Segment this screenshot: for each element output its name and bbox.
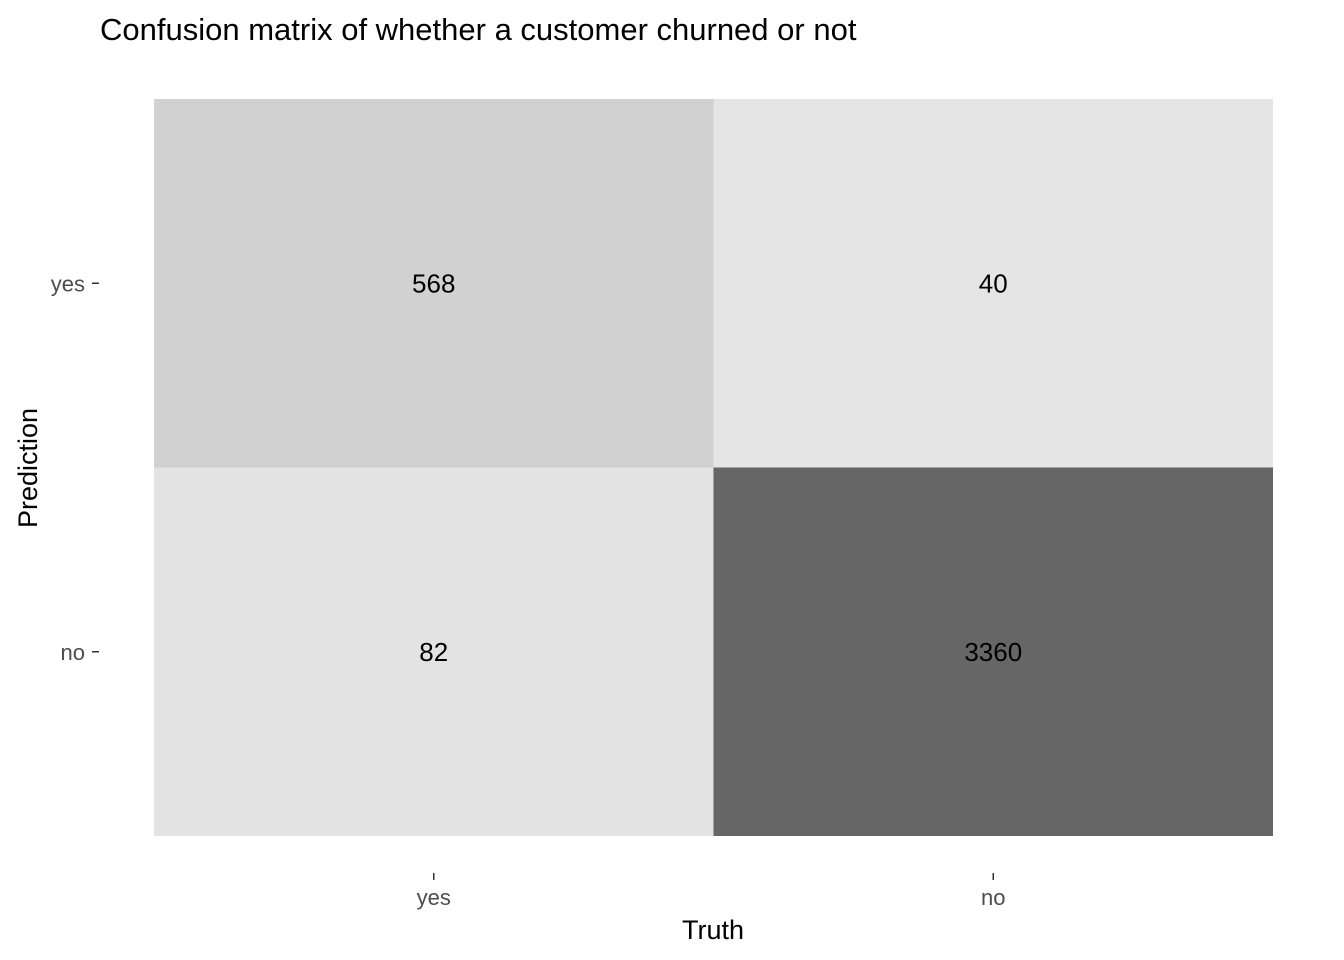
y-axis-title: Prediction <box>13 408 43 528</box>
heatmap-cell-no-no <box>713 467 1273 836</box>
chart-title: Confusion matrix of whether a customer c… <box>100 12 857 47</box>
cell-value-label: 40 <box>979 268 1008 298</box>
heatmap-cell-yes-no <box>713 99 1273 468</box>
cell-value-label: 568 <box>412 268 455 298</box>
heatmap-cell-labels: 568 40 82 3360 <box>412 268 1022 667</box>
x-tick-label: no <box>981 885 1005 910</box>
y-tick-label: yes <box>51 271 85 296</box>
y-axis: yes no <box>51 271 99 665</box>
x-tick-label: yes <box>417 885 451 910</box>
x-axis-title: Truth <box>682 915 744 945</box>
heatmap-cell-yes-yes <box>154 99 714 468</box>
x-axis: yes no <box>417 873 1005 910</box>
cell-value-label: 3360 <box>964 637 1022 667</box>
heatmap-cells <box>154 99 1273 836</box>
heatmap-cell-no-yes <box>154 467 714 836</box>
cell-value-label: 82 <box>419 637 448 667</box>
y-tick-label: no <box>61 640 85 665</box>
